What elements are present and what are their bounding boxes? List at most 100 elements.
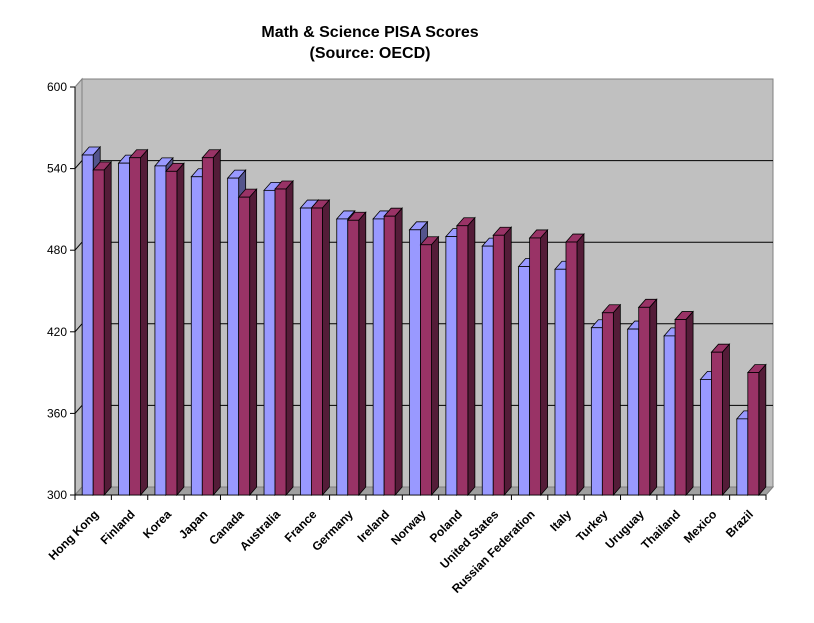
bar xyxy=(601,303,622,497)
bar-front xyxy=(700,378,712,496)
bar-front xyxy=(554,268,567,496)
bar-front xyxy=(601,312,614,496)
bar-front xyxy=(383,215,396,496)
bar-side xyxy=(394,207,403,497)
bar-front xyxy=(263,189,276,496)
bar-front xyxy=(238,196,251,496)
bar-side xyxy=(285,179,294,497)
bar-side xyxy=(576,232,585,497)
bar xyxy=(710,343,731,497)
bar-front xyxy=(492,234,505,496)
bar xyxy=(237,188,258,497)
bar xyxy=(492,226,513,497)
bar-side xyxy=(758,363,767,497)
bar-front xyxy=(518,266,531,496)
bar-front xyxy=(481,245,494,496)
bar-front xyxy=(274,188,287,496)
x-category-label: Australia xyxy=(237,507,283,553)
bar-side xyxy=(649,298,658,497)
gridline-side xyxy=(74,241,83,251)
x-category-label: Mexico xyxy=(681,507,720,546)
x-category-label: Korea xyxy=(140,507,174,541)
bar xyxy=(419,235,440,497)
bar xyxy=(528,228,549,497)
bar-side xyxy=(321,198,330,497)
bar-front xyxy=(420,244,432,496)
bar-front xyxy=(227,177,240,496)
bar xyxy=(637,298,658,497)
bar-side xyxy=(212,148,221,497)
chart-title-line: Math & Science PISA Scores xyxy=(261,24,479,41)
bar-front xyxy=(529,237,542,496)
y-tick-label: 600 xyxy=(47,80,67,94)
bar-side xyxy=(467,216,476,497)
bar-front xyxy=(445,236,458,496)
x-category-label: Brazil xyxy=(723,507,756,540)
bar-front xyxy=(663,335,676,496)
bar xyxy=(565,232,585,497)
bar-front xyxy=(92,169,105,496)
bar-front xyxy=(336,218,349,496)
bar xyxy=(746,363,767,497)
bar-front xyxy=(81,154,94,496)
bar xyxy=(128,148,149,497)
bar xyxy=(274,179,294,497)
x-category-label: Italy xyxy=(547,507,574,534)
bar-front xyxy=(736,418,749,496)
bar-side xyxy=(503,226,512,497)
bar-front xyxy=(372,218,385,496)
gridline-side xyxy=(74,405,83,414)
x-category-label: Norway xyxy=(388,507,429,548)
bar-side xyxy=(722,343,730,497)
x-category-label: Japan xyxy=(176,507,210,541)
bar-front xyxy=(565,241,578,496)
bar-front xyxy=(165,170,178,496)
bar xyxy=(383,207,404,497)
bar-side xyxy=(540,228,549,497)
bar xyxy=(455,216,476,497)
bar-front xyxy=(347,219,360,496)
bar-side xyxy=(358,211,367,497)
gridline-side xyxy=(74,160,83,169)
bar-side xyxy=(140,148,148,497)
bar-front xyxy=(201,157,214,496)
y-tick-label: 540 xyxy=(47,162,67,176)
bar-front xyxy=(590,327,603,496)
x-category-label: Ireland xyxy=(355,507,393,545)
chart-subtitle-line: (Source: OECD) xyxy=(309,45,431,62)
x-category-label: Hong Kong xyxy=(46,507,102,563)
bar-side xyxy=(103,160,112,497)
bar-front xyxy=(190,176,203,496)
y-tick-label: 360 xyxy=(47,406,67,420)
bar-front xyxy=(299,207,312,496)
bar-front xyxy=(129,157,141,496)
y-tick-label: 300 xyxy=(47,488,67,502)
bar-side xyxy=(176,162,185,497)
bar-side xyxy=(249,188,258,497)
bar-front xyxy=(711,351,723,496)
bar xyxy=(165,162,185,497)
bar xyxy=(346,211,367,497)
bar-front xyxy=(674,319,687,496)
bar-side xyxy=(612,303,621,497)
gridline-side xyxy=(74,323,83,333)
bar-front xyxy=(638,306,651,496)
bar-front xyxy=(118,162,130,496)
x-category-label: Finland xyxy=(98,507,138,547)
bar xyxy=(674,310,694,497)
bar xyxy=(310,198,331,497)
bar xyxy=(201,148,222,497)
y-tick-label: 420 xyxy=(47,325,67,339)
plot-side-wall xyxy=(74,77,83,497)
x-category-label: Thailand xyxy=(638,507,683,552)
bar-front xyxy=(456,225,469,496)
chart-title: Math & Science PISA Scores (Source: OECD… xyxy=(0,22,740,64)
bar-front xyxy=(154,165,167,496)
bar-front xyxy=(747,372,760,496)
bar-side xyxy=(685,310,694,497)
bar-front xyxy=(409,229,421,496)
bar-front xyxy=(627,328,640,496)
bar-side xyxy=(431,235,439,497)
bar-front xyxy=(310,207,323,496)
